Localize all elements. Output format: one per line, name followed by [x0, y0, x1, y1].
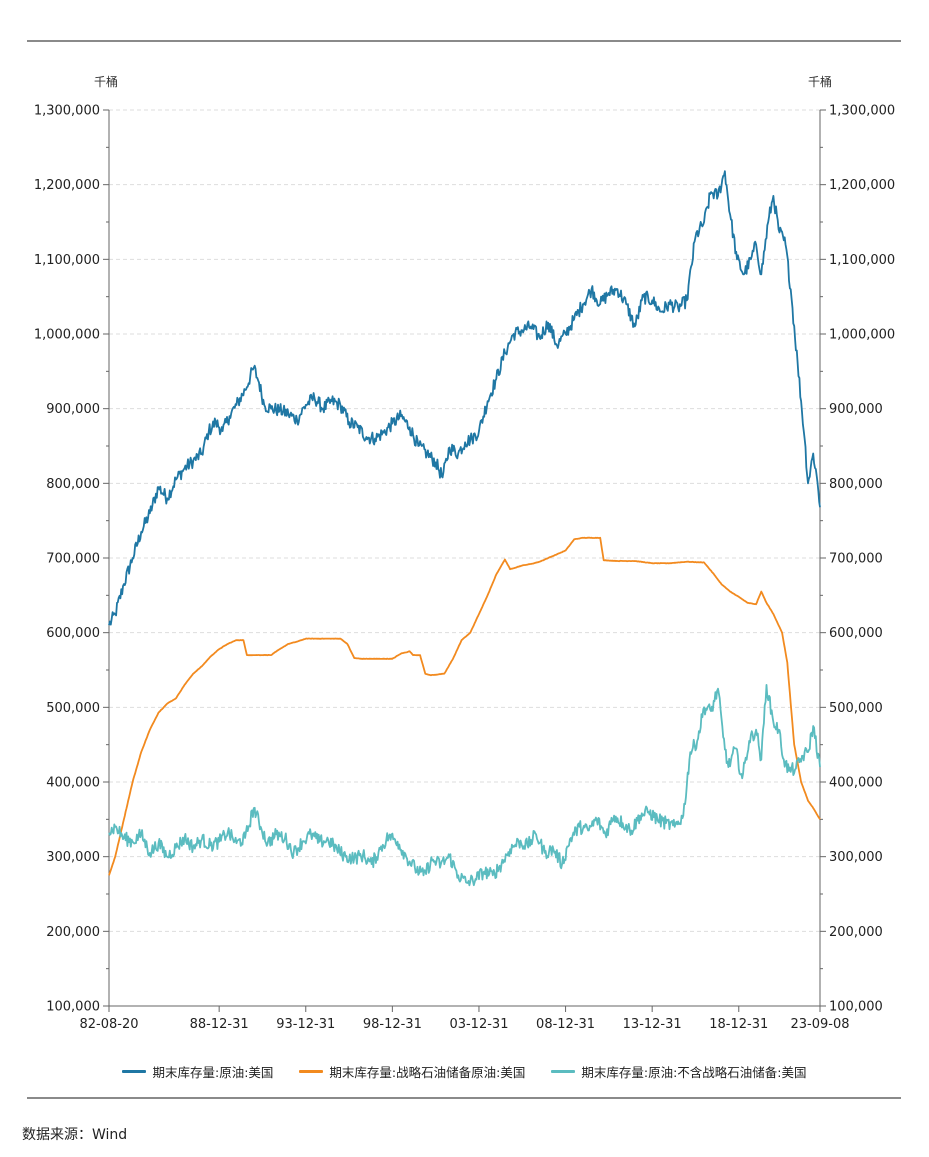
y-tick-label-right: 600,000	[829, 626, 883, 641]
y-tick-label-right: 1,100,000	[829, 253, 895, 268]
legend-label-spr: 期末库存量:战略石油储备原油:美国	[329, 1065, 526, 1080]
y-tick-label-left: 100,000	[46, 1000, 100, 1015]
x-tick-label: 82-08-20	[79, 1017, 138, 1032]
inventory-line-chart: 千桶 千桶 100,000 100,000 200,000 200,000 300,00…	[34, 74, 895, 1032]
legend-item-spr[interactable]: 期末库存量:战略石油储备原油:美国	[299, 1062, 525, 1081]
gridlines	[109, 109, 820, 932]
y-tick-label-right: 1,000,000	[829, 328, 895, 343]
bottom-divider	[27, 1097, 901, 1099]
legend-label-ex-spr: 期末库存量:原油:不含战略石油储备:美国	[581, 1065, 807, 1080]
left-unit-label: 千桶	[94, 74, 118, 89]
x-tick-label: 13-12-31	[623, 1017, 682, 1032]
x-tick-label: 03-12-31	[449, 1017, 508, 1032]
y-tick-label-right: 500,000	[829, 701, 883, 716]
series-line-ex-spr	[108, 684, 821, 887]
x-tick-label: 18-12-31	[709, 1017, 768, 1032]
series-line-crude-total	[108, 170, 821, 626]
y-tick-label-left: 200,000	[46, 925, 100, 940]
y-tick-label-left: 1,200,000	[34, 178, 100, 193]
series-line-spr	[108, 536, 821, 876]
y-tick-label-left: 600,000	[46, 626, 100, 641]
x-tick-label: 23-09-08	[790, 1017, 849, 1032]
y-tick-label-left: 1,300,000	[34, 104, 100, 119]
legend-item-crude-total[interactable]: 期末库存量:原油:美国	[122, 1062, 273, 1081]
y-tick-label-left: 1,100,000	[34, 253, 100, 268]
x-tick-label: 88-12-31	[190, 1017, 249, 1032]
y-tick-label-right: 800,000	[829, 477, 883, 492]
y-tick-label-right: 300,000	[829, 850, 883, 865]
y-tick-label-right: 1,300,000	[829, 104, 895, 119]
axes: 千桶 千桶 100,000 100,000 200,000 200,000 300,00…	[34, 74, 895, 1032]
y-tick-label-right: 900,000	[829, 402, 883, 417]
legend-swatch-spr	[299, 1070, 324, 1073]
top-divider	[27, 40, 901, 42]
legend-swatch-crude-total	[122, 1070, 147, 1073]
data-source-note: 数据来源：Wind	[22, 1127, 128, 1143]
x-tick-label: 93-12-31	[276, 1017, 335, 1032]
y-tick-label-left: 400,000	[46, 776, 100, 791]
y-tick-label-right: 400,000	[829, 776, 883, 791]
y-tick-label-left: 500,000	[46, 701, 100, 716]
legend-label-crude-total: 期末库存量:原油:美国	[152, 1065, 274, 1080]
y-tick-label-left: 800,000	[46, 477, 100, 492]
y-tick-label-left: 1,000,000	[34, 328, 100, 343]
series-lines	[108, 170, 821, 887]
y-tick-label-right: 200,000	[829, 925, 883, 940]
x-tick-label: 08-12-31	[536, 1017, 595, 1032]
legend: 期末库存量:原油:美国 期末库存量:战略石油储备原油:美国 期末库存量:原油:不…	[0, 1062, 929, 1081]
y-tick-label-left: 300,000	[46, 850, 100, 865]
y-tick-label-right: 1,200,000	[829, 178, 895, 193]
x-tick-label: 98-12-31	[363, 1017, 422, 1032]
y-tick-label-left: 700,000	[46, 552, 100, 567]
y-tick-label-left: 900,000	[46, 402, 100, 417]
legend-swatch-ex-spr	[551, 1070, 576, 1073]
right-unit-label: 千桶	[808, 74, 832, 89]
y-tick-label-right: 700,000	[829, 552, 883, 567]
y-tick-label-right: 100,000	[829, 1000, 883, 1015]
legend-item-ex-spr[interactable]: 期末库存量:原油:不含战略石油储备:美国	[551, 1062, 807, 1081]
